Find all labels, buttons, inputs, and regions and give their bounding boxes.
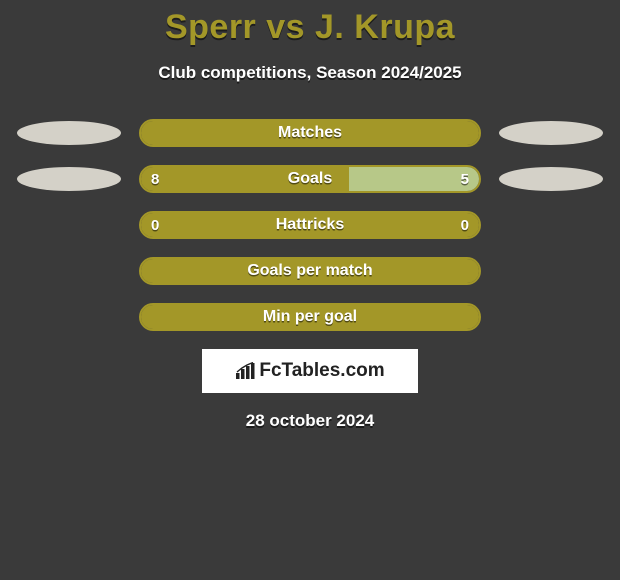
player-marker-right [499,121,603,145]
comparison-row: Goals per match [0,257,620,285]
bar-segment-left [141,213,479,237]
stat-bar: 00Hattricks [139,211,481,239]
stat-bar: 85Goals [139,165,481,193]
chart-icon [235,362,257,380]
bar-segment-left [141,259,479,283]
subtitle: Club competitions, Season 2024/2025 [0,63,620,83]
logo-text: FcTables.com [259,360,384,382]
stat-bar: Min per goal [139,303,481,331]
player-marker-left [17,167,121,191]
stat-bar: Matches [139,119,481,147]
bar-segment-left [141,121,479,145]
player-marker-right [499,167,603,191]
right-side-slot [491,166,611,192]
player-marker-left [17,121,121,145]
bar-segment-left [141,305,479,329]
logo: FcTables.com [235,360,384,382]
right-side-slot [491,212,611,238]
stat-bar: Goals per match [139,257,481,285]
bar-segment-right [349,167,479,191]
right-side-slot [491,120,611,146]
left-side-slot [9,120,129,146]
comparison-row: Min per goal [0,303,620,331]
comparison-row: 00Hattricks [0,211,620,239]
bar-segment-left [141,167,349,191]
right-side-slot [491,304,611,330]
page-title: Sperr vs J. Krupa [0,0,620,47]
left-side-slot [9,304,129,330]
date-text: 28 october 2024 [0,411,620,431]
comparison-rows: Matches 85Goals 00Hattricks Goals per match… [0,119,620,331]
logo-box: FcTables.com [202,349,418,393]
comparison-row: 85Goals [0,165,620,193]
left-side-slot [9,212,129,238]
left-side-slot [9,166,129,192]
right-side-slot [491,258,611,284]
comparison-row: Matches [0,119,620,147]
left-side-slot [9,258,129,284]
